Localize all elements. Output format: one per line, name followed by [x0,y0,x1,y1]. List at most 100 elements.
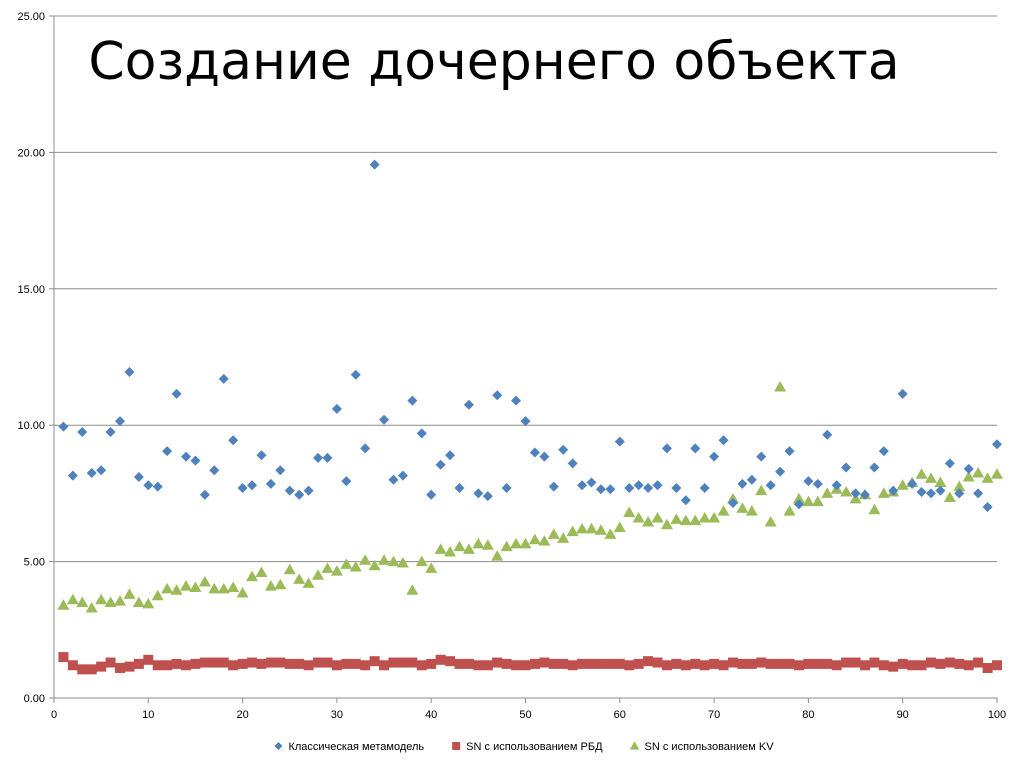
data-point [577,658,588,669]
data-point [652,657,663,668]
data-point [236,586,249,598]
data-point [793,499,804,510]
data-point [661,660,672,671]
data-point [907,478,918,489]
data-point [877,487,890,498]
data-point [745,505,758,516]
data-point [133,658,144,669]
data-point [264,580,277,591]
data-point [114,595,127,606]
data-point [709,658,720,669]
data-point [500,540,513,552]
data-point [416,428,427,439]
data-point [859,489,870,500]
data-point [152,660,163,671]
data-point [58,652,69,663]
data-point [924,472,937,483]
y-tick-label: 10.00 [17,420,45,432]
data-point [265,657,276,668]
data-point [407,395,418,406]
data-point [605,658,616,669]
data-point [812,478,823,489]
data-point [397,470,408,481]
data-point [445,656,456,667]
data-point [321,562,334,573]
data-point [878,446,889,457]
data-point [360,660,371,671]
data-point [962,471,975,482]
data-point [104,596,117,608]
data-point [322,657,333,668]
data-point [897,658,908,669]
data-point [632,511,645,523]
data-point [699,482,710,493]
data-point [869,657,880,668]
data-point [954,488,965,499]
data-point [472,537,485,549]
data-point [708,511,721,523]
data-point [256,450,267,461]
data-point [445,450,456,461]
data-point [463,658,474,669]
data-point [520,660,531,671]
data-point [349,561,362,572]
data-point [132,596,145,608]
data-point [775,658,786,669]
data-point [888,485,899,496]
data-point [529,658,540,669]
data-point [841,657,852,668]
data-point [124,661,135,672]
x-tick-label: 80 [802,709,814,721]
data-point [784,446,795,457]
data-point [652,480,663,491]
data-point [699,660,710,671]
data-point [303,485,314,496]
data-point [369,159,380,170]
data-point [482,660,493,671]
data-point [765,480,776,491]
data-point [313,452,324,463]
data-point [973,657,984,668]
data-point [868,503,881,515]
x-tick-label: 60 [614,709,626,721]
data-point [67,660,78,671]
data-point [388,657,399,668]
data-point [812,658,823,669]
data-point [633,658,644,669]
data-point [313,657,324,668]
data-point [162,446,173,457]
data-point [660,518,673,530]
data-point [624,660,635,671]
data-point [275,465,286,476]
data-point [350,658,361,669]
data-point [247,657,258,668]
data-point [774,381,787,392]
data-point [991,468,1003,479]
data-point [566,525,579,537]
data-point [368,559,381,571]
data-point [972,466,985,478]
data-point [387,555,400,567]
data-point [228,660,239,671]
data-point [595,658,606,669]
data-point [698,511,711,523]
data-point [783,505,796,516]
data-point [341,658,352,669]
data-point [415,555,428,567]
data-point [594,524,607,535]
data-point [935,658,946,669]
data-point [604,528,617,539]
data-point [944,458,955,469]
data-point [539,657,550,668]
data-point [388,474,399,485]
data-point [66,593,79,605]
data-point [756,657,767,668]
data-point [717,505,730,516]
y-tick-label: 5.00 [24,557,45,569]
data-point [624,482,635,493]
y-tick-label: 20.00 [17,147,45,159]
data-point [736,502,749,513]
data-point [689,514,702,526]
x-tick-label: 20 [236,709,248,721]
